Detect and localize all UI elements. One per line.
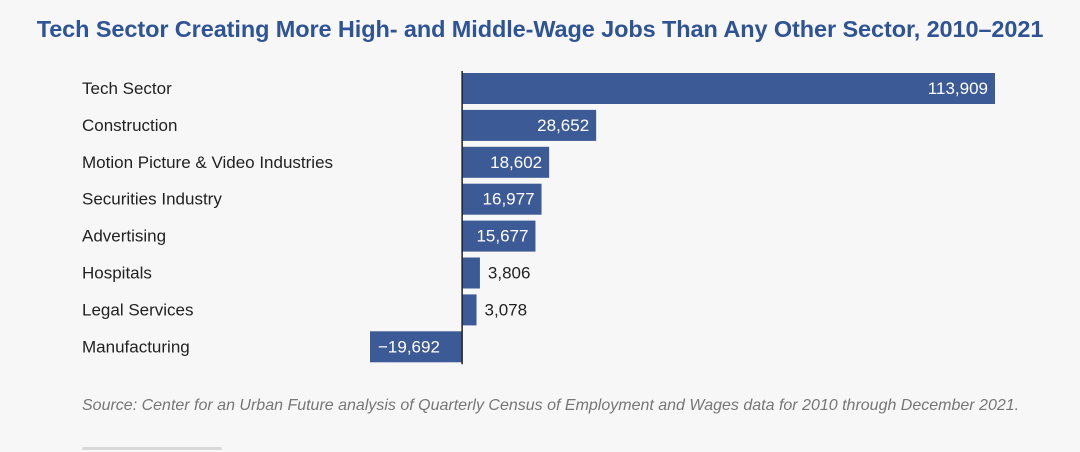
bar: [462, 294, 477, 326]
cut-off-footnote: [82, 444, 222, 452]
value-label: 18,602: [490, 153, 542, 172]
category-label: Construction: [82, 116, 177, 135]
category-label: Securities Industry: [82, 190, 222, 209]
bar: [462, 220, 536, 252]
bar: [462, 183, 542, 215]
value-label: 113,909: [928, 79, 988, 98]
value-label: 28,652: [537, 116, 589, 135]
chart-title: Tech Sector Creating More High- and Midd…: [36, 16, 1044, 42]
bar: [370, 331, 463, 363]
category-label: Advertising: [82, 227, 166, 246]
category-label: Motion Picture & Video Industries: [82, 153, 333, 172]
category-label: Legal Services: [82, 300, 194, 319]
value-label: 16,977: [483, 190, 535, 209]
bar: [462, 109, 597, 141]
bar: [462, 73, 995, 104]
source-note: Source: Center for an Urban Future analy…: [82, 397, 1020, 414]
category-label: Tech Sector: [82, 79, 172, 98]
value-label: −19,692: [378, 337, 440, 356]
value-label: 3,806: [488, 264, 531, 283]
value-label: 3,078: [485, 300, 528, 319]
category-label: Manufacturing: [82, 337, 190, 356]
bar: [462, 257, 480, 289]
bar-chart: Tech Sector 113,909 Construction 28,652 Moti…: [82, 71, 995, 365]
value-label: 15,677: [476, 227, 528, 246]
category-label: Hospitals: [82, 264, 152, 283]
bar: [462, 146, 550, 178]
